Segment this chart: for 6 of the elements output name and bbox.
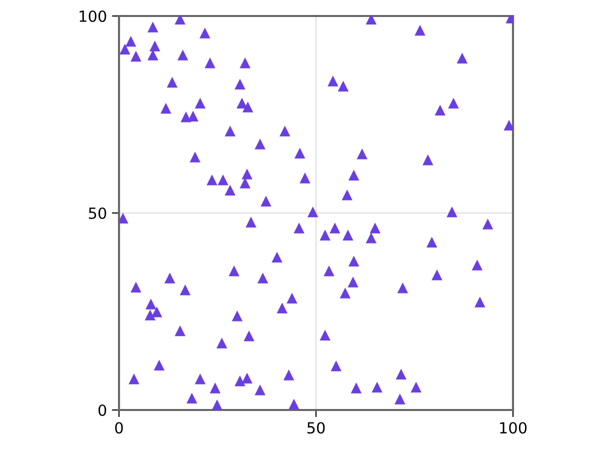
x-tick-label: 50 — [307, 422, 325, 434]
x-tick-label: 0 — [115, 422, 123, 434]
y-tick-label: 0 — [98, 404, 106, 416]
x-tick-label: 100 — [500, 422, 527, 434]
y-tick-label: 50 — [88, 207, 106, 220]
y-tick-label: 100 — [80, 10, 106, 22]
